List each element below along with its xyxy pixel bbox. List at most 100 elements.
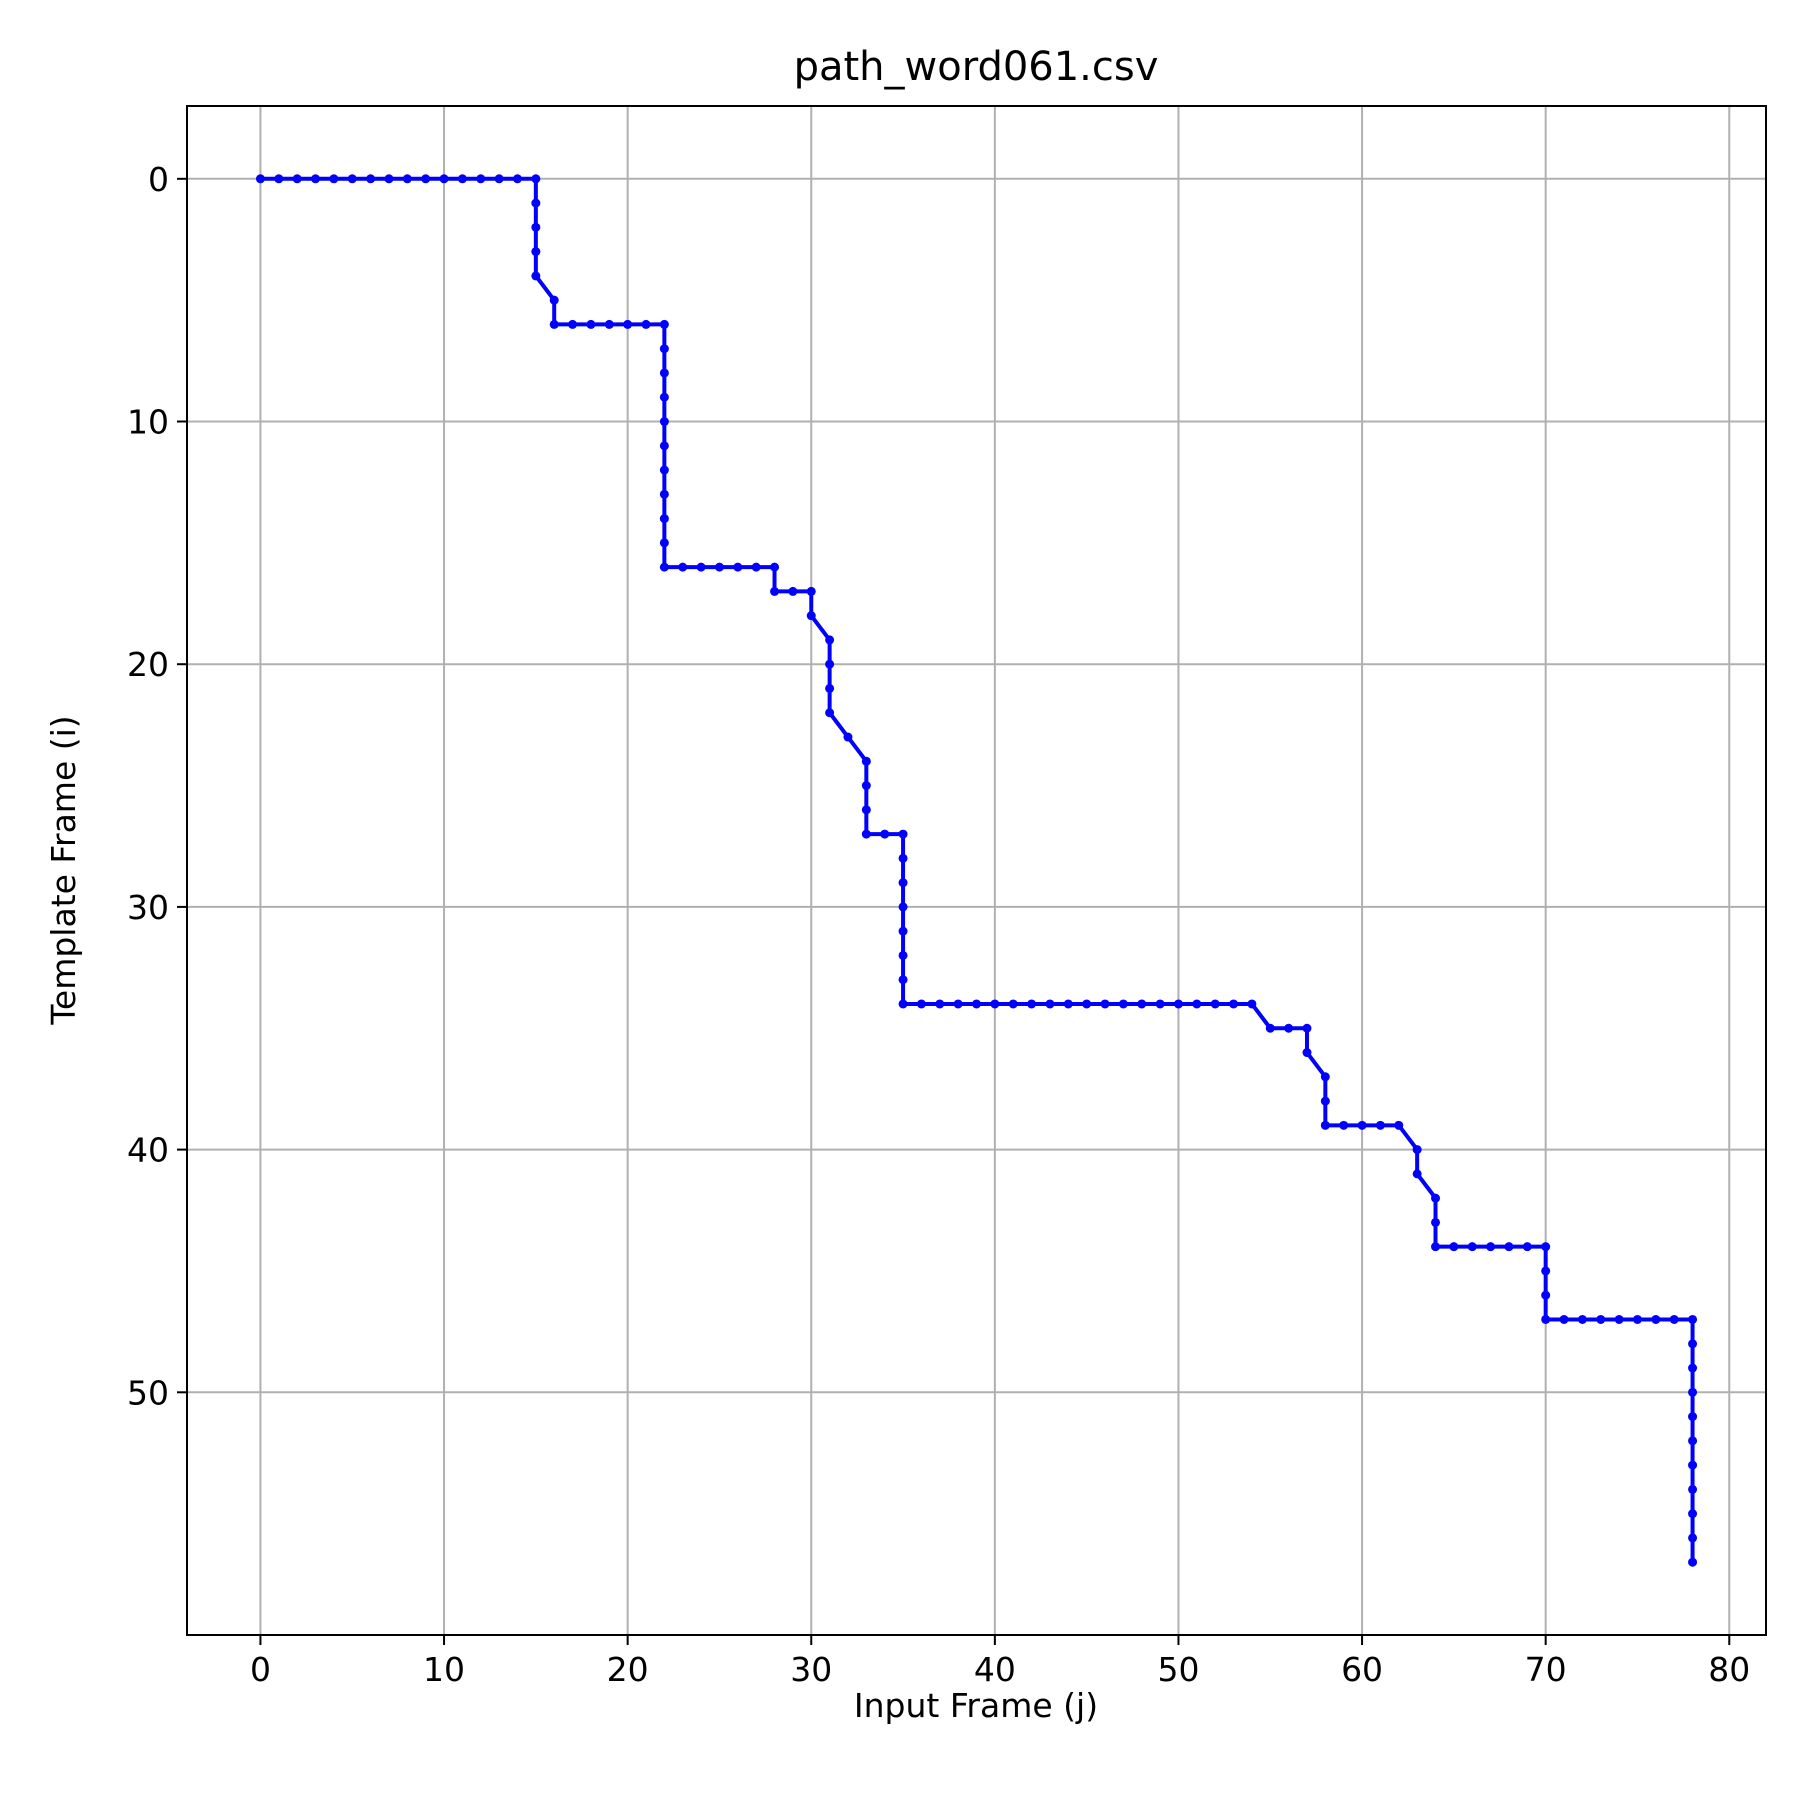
path-point: [916, 999, 926, 1009]
path-point: [1431, 1217, 1441, 1227]
path-point: [1688, 1339, 1698, 1349]
path-point: [1302, 1048, 1312, 1058]
grid-lines: [187, 106, 1766, 1635]
y-axis-ticks: 0 10 20 30 40 50: [127, 160, 187, 1412]
y-tick-label: 20: [127, 645, 169, 684]
y-tick-label: 50: [127, 1373, 169, 1412]
chart-title: path_word061.csv: [794, 44, 1159, 90]
path-point: [1688, 1363, 1698, 1373]
path-point: [898, 975, 908, 985]
path-point: [861, 781, 871, 791]
path-point: [659, 319, 669, 329]
path-point: [1118, 999, 1128, 1009]
path-point: [1614, 1314, 1624, 1324]
y-axis-label: Template Frame (i): [44, 715, 83, 1025]
path-point: [898, 853, 908, 863]
path-point: [733, 562, 743, 572]
path-point: [659, 562, 669, 572]
path-point: [1302, 1023, 1312, 1033]
path-point: [861, 805, 871, 815]
path-point: [1320, 1120, 1330, 1130]
path-point: [1431, 1242, 1441, 1252]
path-point: [1467, 1242, 1477, 1252]
path-point: [1192, 999, 1202, 1009]
path-point: [1320, 1072, 1330, 1082]
path-point: [1596, 1314, 1606, 1324]
path-point: [1357, 1120, 1367, 1130]
plot-area: [255, 174, 1698, 1567]
path-point: [770, 586, 780, 596]
path-point: [292, 174, 302, 184]
path-point: [1027, 999, 1037, 1009]
path-point: [1137, 999, 1147, 1009]
path-point: [1063, 999, 1073, 1009]
path-point: [1688, 1533, 1698, 1543]
path-point: [659, 538, 669, 548]
path-point: [549, 295, 559, 305]
path-point: [696, 562, 706, 572]
path-point: [898, 829, 908, 839]
y-tick-label: 0: [148, 160, 169, 199]
path-point: [1688, 1412, 1698, 1422]
path-point: [457, 174, 467, 184]
axes-frame: [186, 105, 1767, 1636]
path-point: [659, 465, 669, 475]
path-point: [770, 562, 780, 572]
path-point: [255, 174, 265, 184]
path-point: [659, 392, 669, 402]
path-point: [825, 635, 835, 645]
path-point: [1688, 1387, 1698, 1397]
path-point: [825, 683, 835, 693]
x-tick-label: 0: [250, 1650, 271, 1689]
path-point: [898, 999, 908, 1009]
path-point: [1688, 1314, 1698, 1324]
path-point: [1688, 1436, 1698, 1446]
path-point: [1449, 1242, 1459, 1252]
path-point: [1210, 999, 1220, 1009]
path-point: [1265, 1023, 1275, 1033]
path-point: [329, 174, 339, 184]
path-point: [1522, 1242, 1532, 1252]
path-point: [347, 174, 357, 184]
path-point: [659, 417, 669, 427]
path-point: [1541, 1290, 1551, 1300]
path-point: [568, 319, 578, 329]
path-point: [531, 247, 541, 257]
path-point: [1100, 999, 1110, 1009]
path-point: [1008, 999, 1018, 1009]
path-point: [384, 174, 394, 184]
path-point: [898, 950, 908, 960]
path-point: [1045, 999, 1055, 1009]
y-tick-label: 30: [127, 888, 169, 927]
path-point: [1486, 1242, 1496, 1252]
path-point: [659, 514, 669, 524]
path-point: [1229, 999, 1239, 1009]
path-point: [843, 732, 853, 742]
path-point: [1412, 1145, 1422, 1155]
path-point: [806, 586, 816, 596]
path-point: [806, 611, 816, 621]
path-point: [1651, 1314, 1661, 1324]
path-point: [659, 489, 669, 499]
path-point: [1688, 1460, 1698, 1470]
path-point: [1284, 1023, 1294, 1033]
path-point: [1155, 999, 1165, 1009]
path-point: [953, 999, 963, 1009]
path-point: [898, 926, 908, 936]
path-point: [861, 829, 871, 839]
path-point: [898, 878, 908, 888]
path-point: [512, 174, 522, 184]
path-point: [990, 999, 1000, 1009]
path-point: [494, 174, 504, 184]
x-tick-label: 70: [1525, 1650, 1567, 1689]
path-point: [1541, 1242, 1551, 1252]
path-point: [586, 319, 596, 329]
path-point: [1082, 999, 1092, 1009]
path-point: [659, 441, 669, 451]
path-point: [531, 222, 541, 232]
path-point: [604, 319, 614, 329]
y-tick-label: 10: [127, 403, 169, 442]
path-point: [972, 999, 981, 1009]
